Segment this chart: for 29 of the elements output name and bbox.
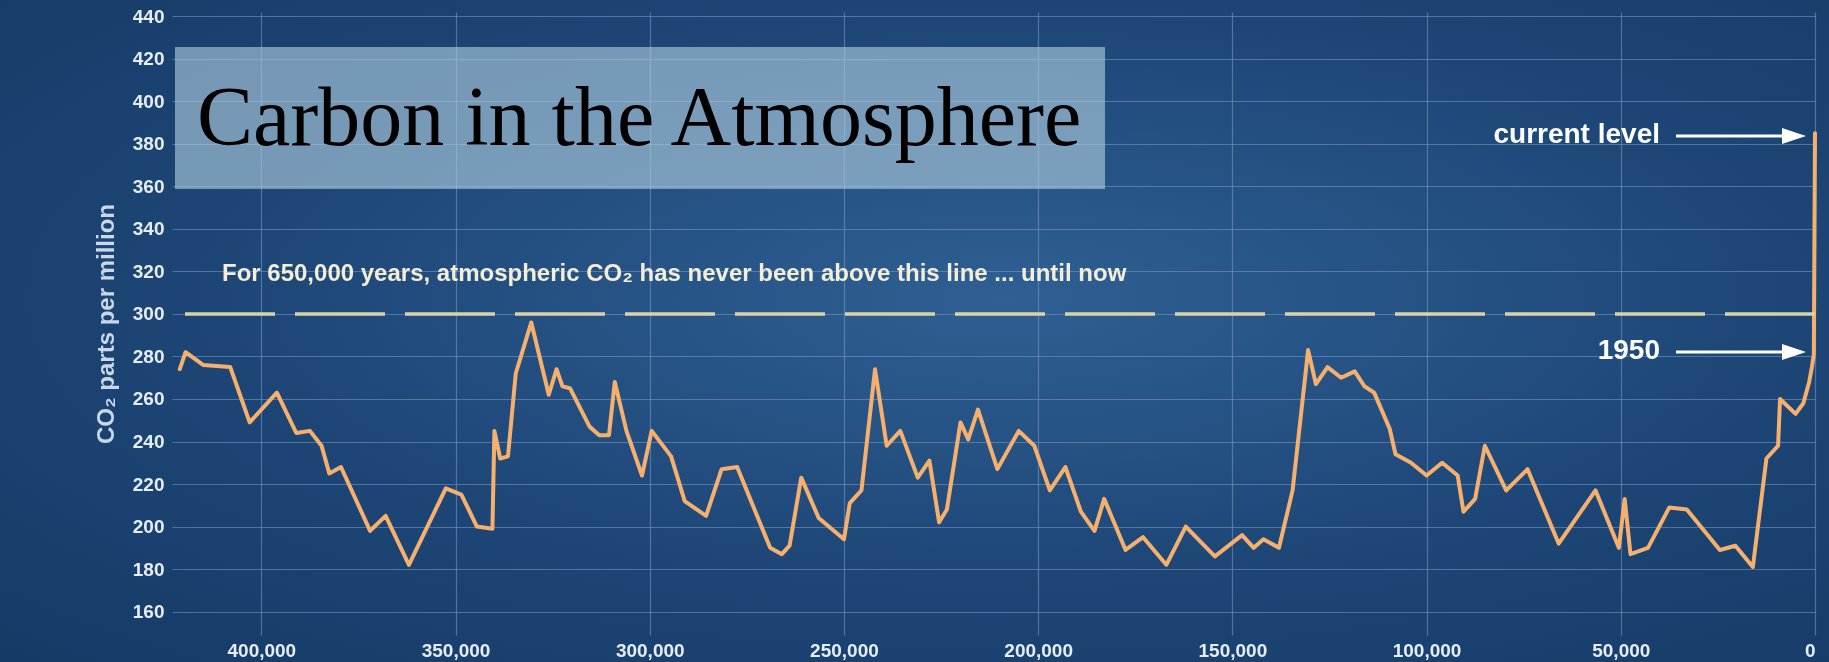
y-tick-label: 400 xyxy=(132,90,165,112)
y-tick-label: 160 xyxy=(132,601,165,623)
x-tick-label: 300,000 xyxy=(615,639,685,661)
y-tick-label: 300 xyxy=(132,303,165,325)
y-tick-label: 180 xyxy=(132,558,165,580)
x-tick-label: 100,000 xyxy=(1392,639,1462,661)
y-tick-label: 220 xyxy=(132,473,165,495)
x-tick-label: 200,000 xyxy=(1004,639,1074,661)
x-tick-label: 0 xyxy=(1804,639,1816,661)
y-tick-label: 360 xyxy=(132,175,165,197)
y-tick-label: 200 xyxy=(132,516,165,538)
y-tick-label: 340 xyxy=(132,218,165,240)
annotation: current level xyxy=(1493,118,1660,150)
y-tick-label: 380 xyxy=(132,133,165,155)
y-tick-label: 280 xyxy=(132,345,165,367)
x-tick-label: 250,000 xyxy=(810,639,879,661)
y-tick-label: 260 xyxy=(132,388,165,410)
x-tick-label: 400,000 xyxy=(227,639,297,661)
y-tick-label: 240 xyxy=(132,431,165,453)
y-tick-label: 440 xyxy=(132,5,165,27)
y-tick-label: 320 xyxy=(132,260,165,282)
x-tick-label: 350,000 xyxy=(421,639,491,661)
y-axis-title: CO₂ parts per million xyxy=(91,203,119,445)
x-tick-label: 150,000 xyxy=(1198,639,1268,661)
y-tick-label: 420 xyxy=(132,48,165,70)
annotation: 1950 xyxy=(1597,334,1660,366)
text: Carbon in the Atmosphere xyxy=(175,47,1106,189)
ref-line-label: For 650,000 years, atmospheric CO₂ has never been above this line ... until now xyxy=(222,258,1127,286)
x-tick-label: 50,000 xyxy=(1592,639,1651,661)
